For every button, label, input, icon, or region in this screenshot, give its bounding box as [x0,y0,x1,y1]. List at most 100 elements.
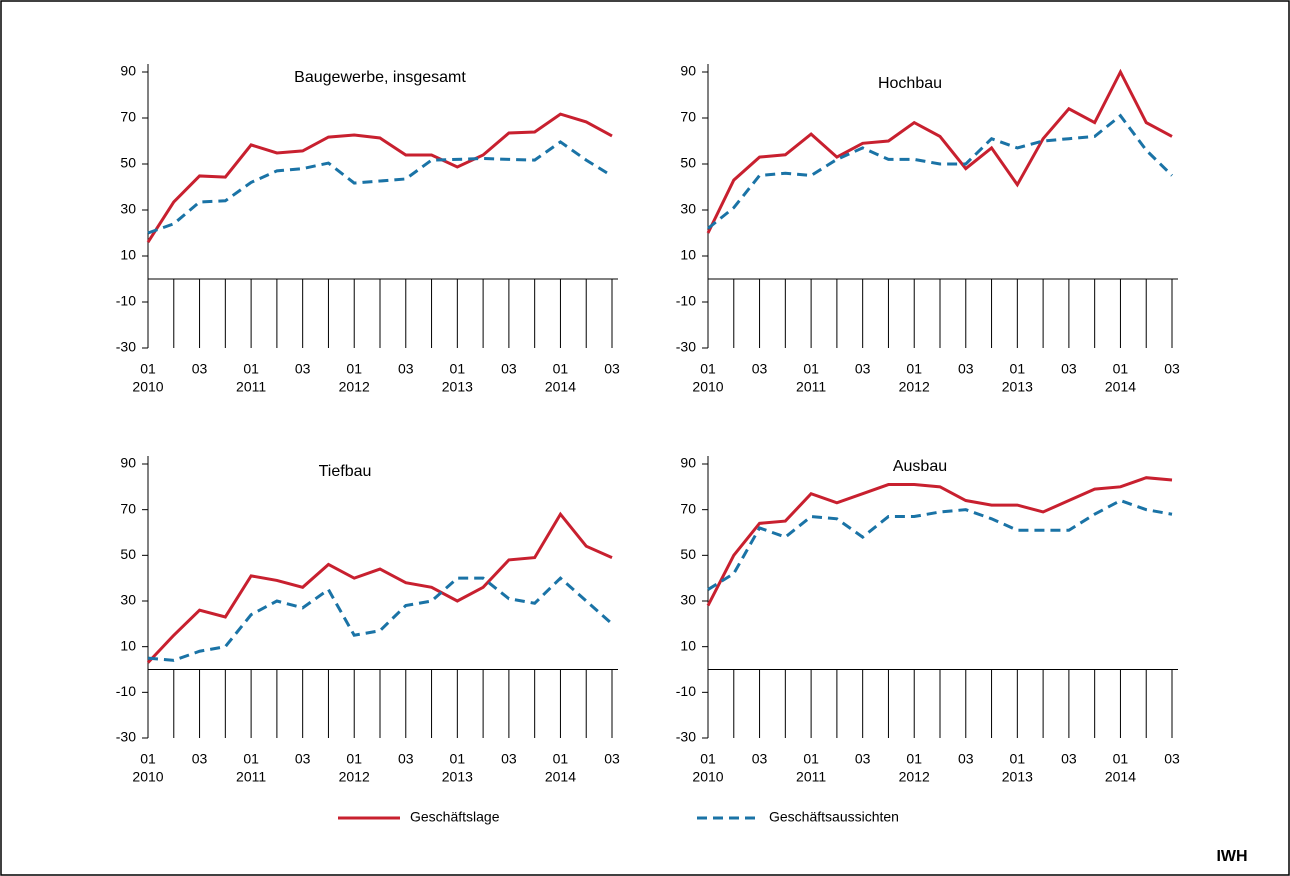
x-tick-label: 01 [243,361,259,377]
y-tick-label: 30 [680,201,696,217]
x-year-label: 2014 [1105,379,1136,395]
x-tick-label: 03 [855,361,871,377]
y-tick-label: 90 [680,455,696,471]
x-tick-label: 03 [752,751,768,767]
series-line [707,113,1174,230]
x-year-label: 2012 [899,379,930,395]
y-tick-label: 10 [680,637,696,653]
x-year-label: 2013 [1002,379,1033,395]
y-tick-label: 50 [120,546,136,562]
x-tick-label: 03 [295,361,311,377]
chart-title: Ausbau [893,458,947,475]
x-year-label: 2014 [545,379,576,395]
x-tick-label: 01 [450,361,466,377]
x-tick-label: 01 [700,751,716,767]
x-tick-label: 01 [1010,751,1026,767]
chart-title: Baugewerbe, insgesamt [294,69,466,86]
x-year-label: 2012 [899,769,930,785]
x-year-label: 2012 [339,769,370,785]
x-tick-label: 01 [346,361,362,377]
y-tick-label: 30 [120,592,136,608]
x-year-label: 2010 [132,379,163,395]
x-year-label: 2010 [132,769,163,785]
y-tick-label: -30 [676,339,696,355]
x-year-label: 2011 [796,769,826,785]
x-year-label: 2010 [692,379,723,395]
x-tick-label: 01 [700,361,716,377]
x-tick-label: 03 [1061,361,1077,377]
x-tick-label: 01 [553,751,569,767]
x-year-label: 2013 [1002,769,1033,785]
x-tick-label: 01 [140,361,156,377]
y-tick-label: -10 [676,683,696,699]
series-line [706,476,1173,607]
y-tick-label: -10 [116,293,136,309]
y-tick-label: 70 [680,109,696,125]
x-tick-label: 01 [346,751,362,767]
x-tick-label: 01 [1113,361,1129,377]
x-year-label: 2011 [236,379,266,395]
y-tick-label: 50 [120,155,136,171]
x-year-label: 2014 [545,769,576,785]
y-tick-label: -30 [116,339,136,355]
y-tick-label: 50 [680,155,696,171]
y-tick-label: 50 [680,546,696,562]
x-tick-label: 03 [501,751,517,767]
x-tick-label: 03 [1164,361,1180,377]
x-tick-label: 03 [1164,751,1180,767]
series-line [146,112,613,244]
x-tick-label: 01 [906,361,922,377]
x-tick-label: 01 [450,751,466,767]
x-tick-label: 03 [192,361,208,377]
x-year-label: 2011 [796,379,826,395]
x-tick-label: 03 [604,751,620,767]
y-tick-label: 70 [120,500,136,516]
series-line [146,511,613,664]
y-tick-label: 10 [680,247,696,263]
x-tick-label: 03 [855,751,871,767]
y-tick-label: -10 [116,683,136,699]
y-tick-label: -10 [676,293,696,309]
x-tick-label: 03 [604,361,620,377]
series-line [707,498,1173,591]
x-tick-label: 01 [1113,751,1129,767]
x-tick-label: 01 [906,751,922,767]
x-tick-label: 01 [243,751,259,767]
legend-label: Geschäftsaussichten [769,809,899,825]
series-line [706,68,1173,234]
x-tick-label: 01 [803,751,819,767]
x-tick-label: 01 [553,361,569,377]
series-line [147,576,613,662]
x-year-label: 2014 [1105,769,1136,785]
x-year-label: 2010 [692,769,723,785]
y-tick-label: 30 [680,592,696,608]
y-tick-label: 90 [120,63,136,79]
x-tick-label: 03 [958,751,974,767]
x-tick-label: 01 [140,751,156,767]
x-year-label: 2011 [236,769,266,785]
chart-title: Hochbau [878,75,942,92]
y-tick-label: 30 [120,201,136,217]
x-tick-label: 03 [501,361,517,377]
x-year-label: 2013 [442,769,473,785]
y-tick-label: 10 [120,637,136,653]
y-tick-label: 90 [120,455,136,471]
x-tick-label: 03 [398,361,414,377]
y-tick-label: 10 [120,247,136,263]
x-tick-label: 03 [958,361,974,377]
y-tick-label: 70 [680,500,696,516]
y-tick-label: -30 [116,729,136,745]
x-tick-label: 01 [1010,361,1026,377]
x-tick-label: 03 [295,751,311,767]
y-tick-label: -30 [676,729,696,745]
x-tick-label: 03 [398,751,414,767]
chart-title: Tiefbau [319,463,372,480]
x-tick-label: 03 [1061,751,1077,767]
series-line [147,140,613,235]
legend-label: Geschäftslage [410,809,500,825]
y-tick-label: 90 [680,63,696,79]
x-tick-label: 03 [192,751,208,767]
